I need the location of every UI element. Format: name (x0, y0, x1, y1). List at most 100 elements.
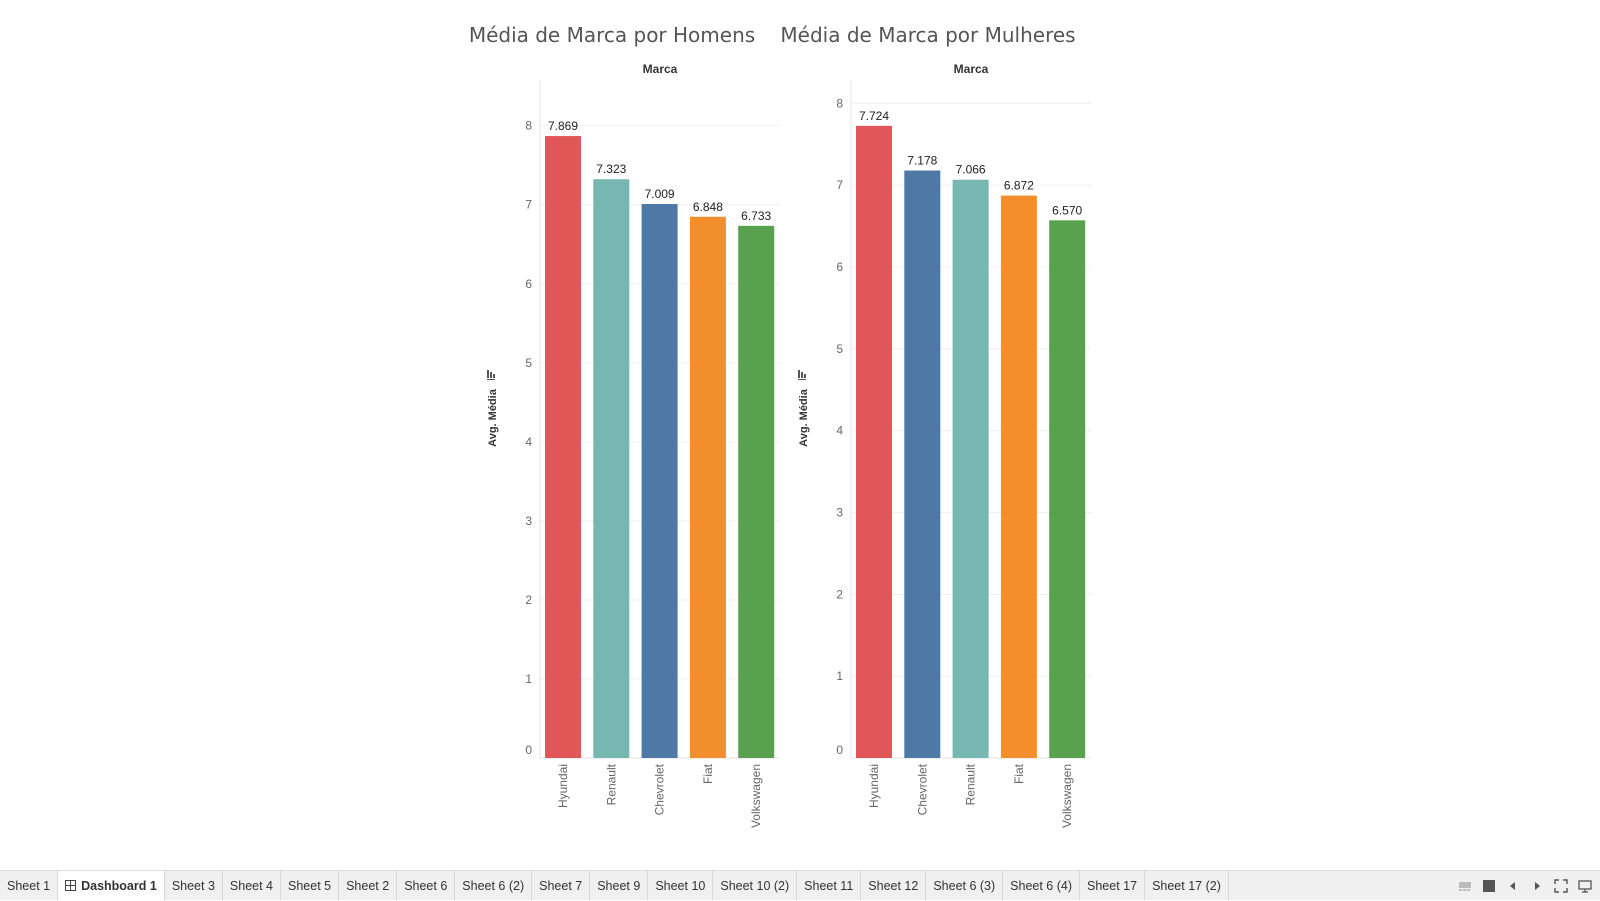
data-label: 7.724 (859, 109, 889, 123)
y-tick-label: 3 (836, 505, 843, 519)
data-label: 6.872 (1004, 179, 1034, 193)
y-tick-label: 8 (836, 96, 843, 110)
y-axis-title[interactable]: Avg. Média (487, 388, 499, 447)
view-controls (1458, 871, 1592, 901)
bar-volkswagen[interactable] (1049, 220, 1086, 758)
y-axis-title[interactable]: Avg. Média (798, 388, 810, 447)
sheet-tab[interactable]: Sheet 5 (281, 871, 340, 900)
fullscreen-icon[interactable] (1554, 879, 1568, 893)
sheet-tab[interactable]: Sheet 3 (165, 871, 223, 900)
sheet-tab-label: Sheet 2 (346, 878, 390, 893)
sheet-tab-label: Sheet 11 (804, 878, 854, 893)
y-tick-label: 4 (525, 435, 532, 449)
category-label[interactable]: Chevrolet (915, 763, 929, 815)
sheet-tab-label: Sheet 10 (655, 878, 706, 893)
sheet-tab[interactable]: Dashboard 1 (58, 871, 165, 900)
sheet-tab-label: Sheet 7 (539, 878, 583, 893)
y-tick-label: 2 (525, 593, 532, 607)
bar-hyundai[interactable] (545, 136, 581, 758)
previous-sheet-icon[interactable] (1506, 879, 1520, 893)
sheet-tab[interactable]: Sheet 17 (2) (1145, 871, 1229, 900)
bar-volkswagen[interactable] (738, 225, 775, 759)
sheet-tab-label: Dashboard 1 (81, 878, 157, 893)
data-label: 7.009 (645, 187, 675, 201)
sheet-tab[interactable]: Sheet 12 (861, 871, 927, 900)
category-label[interactable]: Renault (964, 763, 978, 805)
column-header-label[interactable]: Marca (954, 62, 989, 76)
bar-renault[interactable] (593, 179, 630, 758)
sheet-tab[interactable]: Sheet 4 (223, 871, 281, 900)
sheet-tab-label: Sheet 9 (597, 878, 641, 893)
data-label: 7.323 (596, 162, 626, 176)
bar-hyundai[interactable] (856, 125, 892, 758)
y-tick-label: 8 (525, 119, 532, 133)
y-tick-label: 1 (836, 669, 843, 683)
sheet-tab-label: Sheet 17 (2) (1152, 878, 1221, 893)
next-sheet-icon[interactable] (1530, 879, 1544, 893)
y-tick-label: 3 (525, 514, 532, 528)
y-tick-label: 5 (525, 356, 532, 370)
sheet-tab[interactable]: Sheet 10 (648, 871, 714, 900)
sheet-tab[interactable]: Sheet 10 (2) (713, 871, 798, 900)
bar-chevrolet[interactable] (904, 170, 941, 758)
show-filmstrip-icon[interactable] (1458, 879, 1472, 893)
y-tick-label: 7 (525, 198, 532, 212)
data-label: 6.733 (741, 209, 771, 223)
chart-title: Média de Marca por Homens (469, 23, 755, 47)
y-tick-label: 0 (836, 743, 843, 757)
sheet-tab[interactable]: Sheet 6 (2) (455, 871, 533, 900)
sheet-tab[interactable]: Sheet 17 (1080, 871, 1146, 900)
y-tick-label: 1 (525, 672, 532, 686)
sheet-tab[interactable]: Sheet 7 (532, 871, 591, 900)
sheet-tab-bar: Sheet 1 Dashboard 1 Sheet 3 Sheet 4 Sheet 5 S… (0, 870, 1600, 900)
y-axis-title-text: Avg. Média (798, 388, 810, 447)
sheet-tab[interactable]: Sheet 1 (0, 871, 59, 900)
y-tick-label: 6 (836, 260, 843, 274)
data-label: 7.178 (907, 154, 937, 168)
data-label: 7.869 (548, 119, 578, 133)
sheet-tab-label: Sheet 6 (3) (933, 878, 996, 893)
chart-mulheres: Média de Marca por Mulheres Marca 0 1 2 3 4 5 6 7… (780, 23, 1091, 828)
bar-renault[interactable] (952, 179, 989, 758)
y-tick-label: 0 (525, 743, 532, 757)
sort-descending-icon[interactable] (487, 370, 495, 380)
category-label[interactable]: Volkswagen (749, 764, 763, 828)
sheet-tab[interactable]: Sheet 2 (339, 871, 398, 900)
show-tabs-icon[interactable] (1482, 879, 1496, 893)
y-axis-title-text: Avg. Média (487, 388, 499, 447)
sheet-tab[interactable]: Sheet 6 (4) (1003, 871, 1081, 900)
sheet-tab[interactable]: Sheet 6 (3) (926, 871, 1004, 900)
data-label: 6.848 (693, 200, 723, 214)
column-header-label[interactable]: Marca (643, 62, 678, 76)
bar-fiat[interactable] (689, 216, 726, 758)
chart-title: Média de Marca por Mulheres (780, 23, 1075, 47)
sheet-tab[interactable]: Sheet 6 (397, 871, 456, 900)
sheet-tab-label: Sheet 6 (404, 878, 448, 893)
y-tick-label: 5 (836, 342, 843, 356)
dashboard-canvas: Média de Marca por Homens Marca 0 1 2 3 4 5 6 7 8 A… (469, 23, 1091, 828)
sheet-tabs: Sheet 1 Dashboard 1 Sheet 3 Sheet 4 Sheet 5 S… (0, 871, 1229, 900)
dashboard-grid-icon (65, 880, 77, 891)
sheet-tab[interactable]: Sheet 9 (590, 871, 649, 900)
category-label[interactable]: Renault (604, 763, 618, 805)
category-label[interactable]: Chevrolet (653, 763, 667, 815)
bar-chevrolet[interactable] (641, 204, 678, 759)
category-label[interactable]: Fiat (701, 763, 715, 784)
presentation-mode-icon[interactable] (1578, 879, 1592, 893)
sheet-tab[interactable]: Sheet 11 (797, 871, 862, 900)
sort-descending-icon[interactable] (798, 370, 806, 380)
category-label[interactable]: Hyundai (556, 764, 570, 808)
sheet-tab-label: Sheet 17 (1087, 878, 1138, 893)
sheet-tab-label: Sheet 6 (4) (1010, 878, 1073, 893)
sheet-tab-label: Sheet 5 (288, 878, 332, 893)
chart-homens: Média de Marca por Homens Marca 0 1 2 3 4 5 6 7 8 A… (469, 23, 780, 828)
y-tick-label: 2 (836, 587, 843, 601)
sheet-tab-label: Sheet 10 (2) (720, 878, 790, 893)
category-label[interactable]: Hyundai (867, 764, 881, 808)
bar-fiat[interactable] (1000, 195, 1037, 758)
y-tick-label: 4 (836, 424, 843, 438)
category-label[interactable]: Volkswagen (1060, 764, 1074, 828)
sheet-tab-label: Sheet 12 (868, 878, 919, 893)
y-tick-label: 6 (525, 277, 532, 291)
category-label[interactable]: Fiat (1012, 763, 1026, 784)
